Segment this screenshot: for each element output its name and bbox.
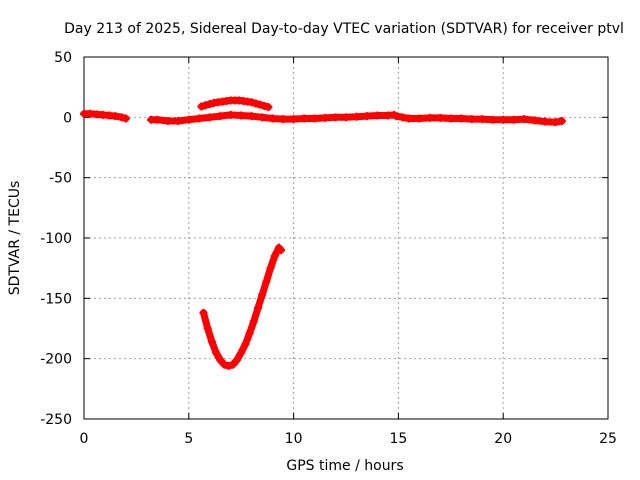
data-point (216, 355, 225, 364)
data-point (404, 114, 413, 123)
data-point (446, 114, 455, 123)
series-line (200, 244, 285, 370)
data-point (241, 340, 250, 349)
data-point (398, 113, 407, 122)
data-series (80, 96, 566, 370)
data-point (467, 115, 476, 124)
grid-lines (84, 57, 608, 419)
data-point (205, 113, 214, 122)
data-point (174, 116, 183, 125)
data-point (251, 99, 260, 108)
x-tick-label: 0 (80, 431, 89, 447)
data-point (268, 114, 277, 123)
series-4 (197, 96, 273, 112)
data-point (262, 277, 271, 286)
data-point (457, 114, 466, 123)
chart-title: Day 213 of 2025, Sidereal Day-to-day VTE… (64, 21, 624, 37)
data-point (551, 118, 560, 127)
data-point (199, 308, 208, 317)
data-point (478, 115, 487, 124)
data-point (557, 116, 566, 125)
data-point (256, 100, 265, 109)
y-axis-label: SDTVAR / TECUs (7, 181, 23, 296)
axis-ticks: 0 5 10 15 20 25 -250 -200 -150 -100 -50 0 50 (40, 50, 617, 447)
data-point (300, 114, 309, 123)
x-tick-label: 10 (285, 431, 303, 447)
data-point (220, 360, 229, 369)
data-point (226, 110, 235, 119)
data-point (425, 113, 434, 122)
data-point (253, 303, 262, 312)
data-point (111, 112, 120, 121)
data-point (310, 114, 319, 123)
data-point (197, 102, 206, 111)
data-point (237, 348, 246, 357)
data-point (153, 115, 162, 124)
data-point (216, 112, 225, 121)
data-point (277, 246, 286, 255)
data-point (352, 112, 361, 121)
data-point (509, 115, 518, 124)
data-point (264, 103, 273, 112)
data-point (415, 114, 424, 123)
data-point (247, 112, 256, 121)
data-point (163, 116, 172, 125)
data-point (520, 115, 529, 124)
data-point (195, 114, 204, 123)
data-point (224, 361, 233, 370)
series-5 (199, 243, 286, 370)
x-axis-label: GPS time / hours (286, 458, 403, 474)
data-point (270, 252, 279, 261)
x-tick-label: 15 (389, 431, 407, 447)
data-point (228, 360, 237, 369)
y-tick-label: -200 (40, 352, 72, 368)
data-point (207, 337, 216, 346)
y-tick-label: -50 (49, 171, 72, 187)
data-point (362, 112, 371, 121)
y-tick-label: -100 (40, 231, 72, 247)
data-point (247, 98, 256, 107)
x-tick-label: 5 (184, 431, 193, 447)
data-point (233, 355, 242, 364)
y-tick-label: 0 (63, 110, 72, 126)
data-point (321, 113, 330, 122)
data-point (266, 264, 275, 273)
data-point (258, 113, 267, 122)
y-tick-label: -250 (40, 412, 72, 428)
data-point (279, 115, 288, 124)
x-tick-label: 25 (599, 431, 617, 447)
data-point (117, 113, 126, 122)
data-point (237, 111, 246, 120)
data-point (331, 113, 340, 122)
data-point (260, 101, 269, 110)
data-point (184, 115, 193, 124)
data-point (258, 290, 267, 299)
data-point (201, 101, 210, 110)
data-point (499, 115, 508, 124)
data-point (121, 114, 130, 123)
y-tick-label: 50 (54, 50, 72, 66)
y-tick-label: -150 (40, 291, 72, 307)
series-3 (392, 112, 566, 127)
data-point (530, 116, 539, 125)
data-point (488, 115, 497, 124)
series-2 (147, 110, 399, 125)
data-point (203, 324, 212, 333)
data-point (205, 100, 214, 109)
data-point (245, 329, 254, 338)
data-point (541, 117, 550, 126)
data-point (249, 317, 258, 326)
series-1 (80, 109, 130, 123)
data-point (373, 111, 382, 120)
x-tick-label: 20 (494, 431, 512, 447)
data-point (392, 112, 401, 121)
data-point (342, 113, 350, 122)
data-point (289, 115, 298, 124)
data-point (436, 113, 445, 122)
data-point (212, 348, 221, 357)
